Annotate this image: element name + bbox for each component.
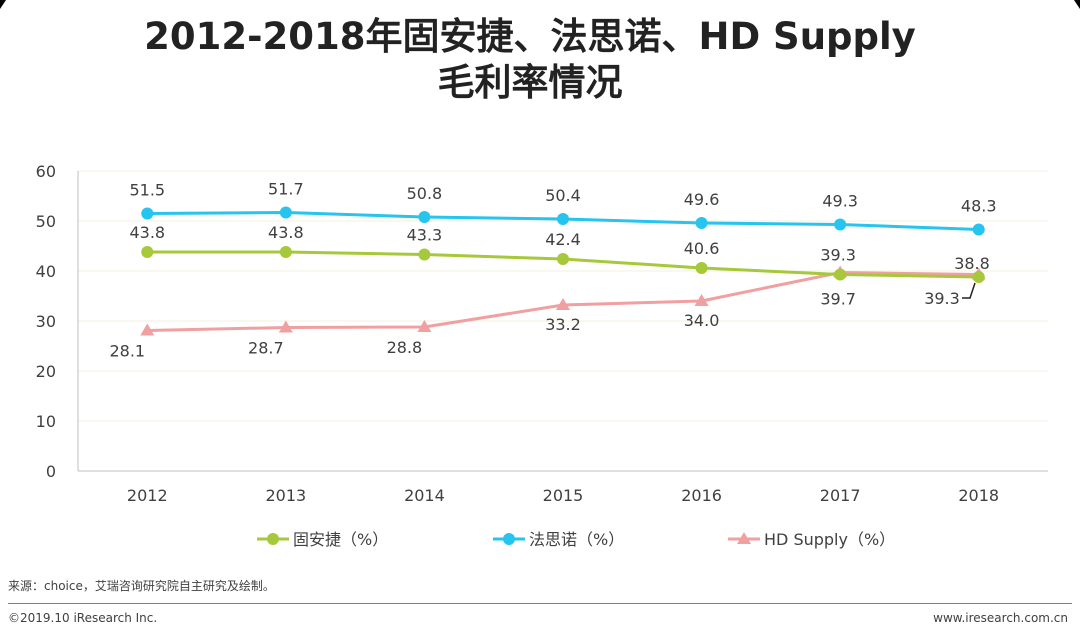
copyright: ©2019.10 iResearch Inc. [8,611,158,625]
legend-swatch-marker [267,533,279,545]
legend-swatch-marker [737,532,751,544]
data-point-triangle [417,320,432,332]
data-label: 43.8 [129,223,165,242]
data-label: 43.8 [268,223,304,242]
x-tick-label: 2015 [543,486,584,505]
data-label: 51.7 [268,180,304,199]
data-point-circle [141,246,154,258]
x-tick-label: 2014 [404,486,445,505]
data-point-circle [557,253,569,265]
data-point-triangle [278,320,293,333]
data-point-circle [972,271,985,283]
data-point-circle [834,218,847,231]
data-label: 42.4 [545,230,581,249]
y-tick-label: 20 [36,362,56,381]
line-chart: 0 10 20 30 40 50 60 2012 2013 2014 2015 2016 2017 201… [36,162,1048,549]
data-point-circle [279,206,292,219]
x-tick-label: 2013 [265,486,306,505]
x-tick-label: 2012 [127,486,168,505]
legend-label: 法思诺（%） [529,530,624,549]
legend-label: HD Supply（%） [764,530,895,549]
label-leader-line [962,282,976,299]
data-label: 28.7 [248,339,284,358]
y-tick-label: 40 [36,262,56,281]
x-tick-label: 2017 [820,486,861,505]
data-point-circle [418,248,431,261]
data-label: 33.2 [545,315,581,334]
y-tick-label: 0 [46,462,56,481]
data-label: 39.3 [820,246,856,265]
data-label: 50.8 [407,184,443,203]
data-point-triangle [140,323,155,336]
website-link[interactable]: www.iresearch.com.cn [933,611,1068,625]
y-tick-label: 30 [36,312,56,331]
data-label: 38.8 [954,254,990,273]
y-tick-label: 50 [36,212,56,231]
data-point-circle [695,217,708,229]
data-label: 49.6 [684,190,720,209]
data-label: 34.0 [684,311,720,330]
data-label: 48.3 [961,197,997,216]
chart-title-line-1: 2012-2018年固安捷、法思诺、HD Supply [144,15,916,58]
data-label: 39.3 [924,289,960,308]
legend-swatch-marker [503,533,515,545]
data-point-circle [695,262,708,274]
data-point-circle [972,223,985,236]
data-label: 50.4 [545,186,581,205]
legend-label: 固安捷（%） [293,530,388,549]
data-point-circle [834,268,847,281]
data-label: 43.3 [407,226,443,245]
data-label: 49.3 [822,192,858,211]
data-point-circle [557,213,569,225]
data-label: 51.5 [129,181,165,200]
chart-title: 2012-2018年固安捷、法思诺、HD Supply 毛利率情况 [0,14,1060,106]
x-tick-label: 2016 [681,486,722,505]
data-point-circle [279,246,292,258]
data-point-circle [418,211,431,223]
source-note: 来源：choice，艾瑞咨询研究院自主研究及绘制。 [8,579,275,593]
y-tick-label: 60 [36,162,56,181]
data-point-triangle [556,298,570,310]
data-label: 40.6 [684,239,720,258]
data-point-circle [141,207,154,220]
data-label: 28.8 [387,338,423,357]
data-point-triangle [694,294,709,306]
data-label: 39.7 [820,290,856,309]
footer-divider [8,603,1072,604]
x-tick-label: 2018 [958,486,999,505]
y-tick-label: 10 [36,412,56,431]
chart-title-line-2: 毛利率情况 [437,61,623,104]
data-label: 28.1 [109,342,145,361]
